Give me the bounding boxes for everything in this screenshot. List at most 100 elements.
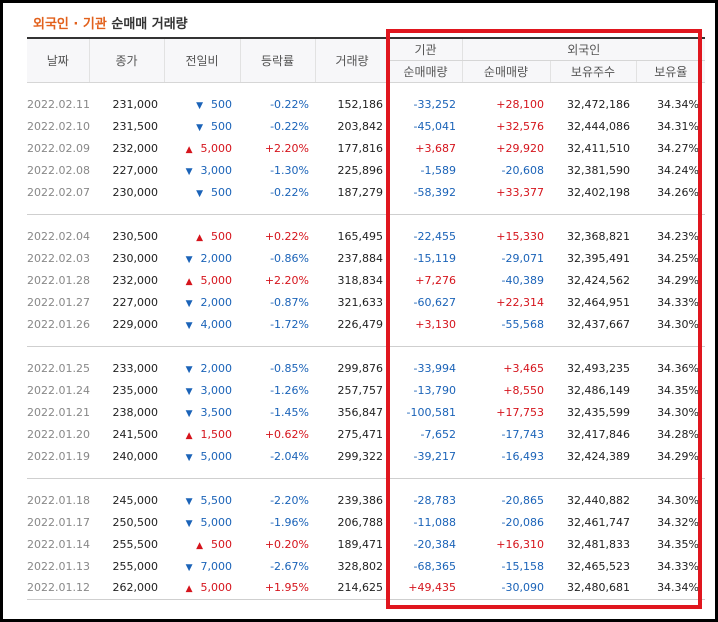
foreign-net-cell: +29,920 bbox=[496, 141, 544, 155]
date-cell: 2022.02.03 bbox=[27, 251, 90, 265]
group-divider bbox=[27, 335, 706, 347]
change-value: 500 bbox=[211, 185, 232, 199]
divider-cell bbox=[27, 203, 706, 215]
up-arrow-icon: ▲ bbox=[196, 540, 203, 551]
institution-net-cell: -7,652 bbox=[420, 427, 456, 441]
change-cell: ▼ 3,500 bbox=[164, 401, 240, 423]
close-cell: 227,000 bbox=[112, 295, 159, 309]
rate-cell: -2.67% bbox=[270, 559, 309, 573]
volume-cell: 299,322 bbox=[337, 449, 384, 463]
change-value: 500 bbox=[211, 537, 232, 551]
rate-cell: -0.87% bbox=[270, 295, 309, 309]
volume-cell: 239,386 bbox=[337, 493, 384, 507]
table-row: 2022.01.27 227,000 ▼ 2,000 -0.87% 321,633 -60,… bbox=[27, 291, 705, 313]
close-cell: 232,000 bbox=[112, 141, 159, 155]
change-cell: ▼ 5,000 bbox=[164, 511, 240, 533]
down-arrow-icon: ▼ bbox=[196, 122, 203, 133]
foreign-net-cell: -20,608 bbox=[501, 163, 544, 177]
foreign-net-cell: +15,330 bbox=[496, 229, 544, 243]
change-value: 5,000 bbox=[200, 581, 233, 595]
spacer-cell bbox=[27, 214, 705, 225]
institution-net-cell: -13,790 bbox=[413, 383, 456, 397]
institution-net-cell: +49,435 bbox=[408, 581, 456, 595]
foreign-net-cell: -16,493 bbox=[501, 449, 544, 463]
institution-net-cell: -20,384 bbox=[413, 537, 456, 551]
rate-cell: -0.85% bbox=[270, 361, 309, 375]
up-arrow-icon: ▲ bbox=[185, 144, 193, 155]
institution-net-cell: -33,994 bbox=[413, 361, 456, 375]
rate-cell: +1.95% bbox=[264, 581, 309, 595]
down-arrow-icon: ▼ bbox=[185, 408, 193, 419]
change-value: 5,000 bbox=[200, 273, 233, 287]
foreign-net-cell: -20,865 bbox=[501, 493, 544, 507]
foreign-ratio-cell: 34.23% bbox=[657, 229, 700, 243]
date-cell: 2022.01.21 bbox=[27, 405, 90, 419]
foreign-ratio-cell: 34.26% bbox=[657, 185, 700, 199]
foreign-ratio-cell: 34.34% bbox=[657, 97, 700, 111]
table-row: 2022.02.07 230,000 ▼ 500 -0.22% 187,279 -58,39… bbox=[27, 181, 705, 203]
change-value: 5,000 bbox=[200, 449, 233, 463]
institution-net-cell: +7,276 bbox=[415, 273, 456, 287]
change-cell: ▼ 3,000 bbox=[164, 159, 240, 181]
foreign-net-cell: -55,568 bbox=[501, 317, 544, 331]
down-arrow-icon: ▼ bbox=[185, 254, 193, 265]
table-row: 2022.01.12 262,000 ▲ 5,000 +1.95% 214,625 +49,… bbox=[27, 577, 705, 599]
rate-cell: -1.30% bbox=[270, 163, 309, 177]
down-arrow-icon: ▼ bbox=[185, 364, 193, 375]
volume-cell: 152,186 bbox=[337, 97, 384, 111]
header-change: 전일비 bbox=[163, 37, 240, 83]
foreign-net-cell: -20,086 bbox=[501, 515, 544, 529]
volume-cell: 165,495 bbox=[337, 229, 384, 243]
foreign-shares-cell: 32,395,491 bbox=[567, 251, 630, 265]
close-cell: 232,000 bbox=[112, 273, 159, 287]
title-foreign: 외국인 bbox=[33, 17, 69, 32]
close-cell: 235,000 bbox=[112, 383, 159, 397]
change-value: 3,500 bbox=[200, 405, 233, 419]
foreign-net-cell: +3,465 bbox=[503, 361, 544, 375]
change-cell: ▼ 2,000 bbox=[164, 357, 240, 379]
header-volume: 거래량 bbox=[314, 37, 389, 83]
section-title: 외국인 · 기관 순매매 거래량 bbox=[33, 13, 188, 32]
date-cell: 2022.01.14 bbox=[27, 537, 90, 551]
change-cell: ▼ 7,000 bbox=[164, 555, 240, 577]
foreign-shares-cell: 32,437,667 bbox=[567, 317, 630, 331]
foreign-net-cell: +32,576 bbox=[496, 119, 544, 133]
foreign-shares-cell: 32,402,198 bbox=[567, 185, 630, 199]
foreign-net-cell: -17,743 bbox=[501, 427, 544, 441]
foreign-ratio-cell: 34.33% bbox=[657, 559, 700, 573]
foreign-shares-cell: 32,368,821 bbox=[567, 229, 630, 243]
change-cell: ▼ 500 bbox=[164, 181, 240, 203]
date-cell: 2022.01.24 bbox=[27, 383, 90, 397]
rate-cell: +0.22% bbox=[264, 229, 309, 243]
rate-cell: -1.26% bbox=[270, 383, 309, 397]
date-cell: 2022.02.09 bbox=[27, 141, 90, 155]
change-cell: ▼ 500 bbox=[164, 93, 240, 115]
foreign-net-cell: +8,550 bbox=[503, 383, 544, 397]
volume-cell: 187,279 bbox=[337, 185, 384, 199]
foreign-ratio-cell: 34.24% bbox=[657, 163, 700, 177]
foreign-ratio-cell: 34.31% bbox=[657, 119, 700, 133]
down-arrow-icon: ▼ bbox=[196, 100, 203, 111]
foreign-shares-cell: 32,444,086 bbox=[567, 119, 630, 133]
foreign-shares-cell: 32,381,590 bbox=[567, 163, 630, 177]
rate-cell: -2.20% bbox=[270, 493, 309, 507]
group-divider bbox=[27, 203, 706, 215]
change-value: 2,000 bbox=[200, 361, 233, 375]
table-row: 2022.01.21 238,000 ▼ 3,500 -1.45% 356,847 -100… bbox=[27, 401, 705, 423]
change-cell: ▲ 500 bbox=[164, 225, 240, 247]
table-row: 2022.01.25 233,000 ▼ 2,000 -0.85% 299,876 -33,… bbox=[27, 357, 705, 379]
date-cell: 2022.01.12 bbox=[27, 581, 90, 595]
volume-cell: 177,816 bbox=[337, 141, 384, 155]
change-value: 7,000 bbox=[200, 559, 233, 573]
close-cell: 230,000 bbox=[112, 185, 159, 199]
down-arrow-icon: ▼ bbox=[185, 452, 193, 463]
table-row: 2022.01.24 235,000 ▼ 3,000 -1.26% 257,757 -13,… bbox=[27, 379, 705, 401]
change-cell: ▼ 2,000 bbox=[164, 291, 240, 313]
date-cell: 2022.01.19 bbox=[27, 449, 90, 463]
table-row: 2022.01.19 240,000 ▼ 5,000 -2.04% 299,322 -39,… bbox=[27, 445, 705, 467]
foreign-shares-cell: 32,424,389 bbox=[567, 449, 630, 463]
down-arrow-icon: ▼ bbox=[185, 386, 193, 397]
institution-net-cell: -11,088 bbox=[413, 515, 456, 529]
volume-cell: 203,842 bbox=[337, 119, 384, 133]
institution-net-cell: -68,365 bbox=[413, 559, 456, 573]
